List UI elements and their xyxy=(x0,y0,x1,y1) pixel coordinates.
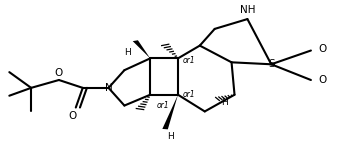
Text: or1: or1 xyxy=(183,90,196,99)
Text: or1: or1 xyxy=(183,56,196,65)
Text: N: N xyxy=(105,83,112,93)
Polygon shape xyxy=(162,95,178,129)
Text: O: O xyxy=(319,44,327,54)
Text: H: H xyxy=(124,48,131,57)
Text: O: O xyxy=(319,75,327,85)
Text: S: S xyxy=(268,59,274,69)
Text: H: H xyxy=(221,98,228,107)
Text: or1: or1 xyxy=(157,101,170,110)
Text: NH: NH xyxy=(240,5,255,15)
Text: O: O xyxy=(69,112,77,121)
Polygon shape xyxy=(133,40,150,58)
Text: H: H xyxy=(167,132,173,140)
Text: O: O xyxy=(55,68,63,78)
